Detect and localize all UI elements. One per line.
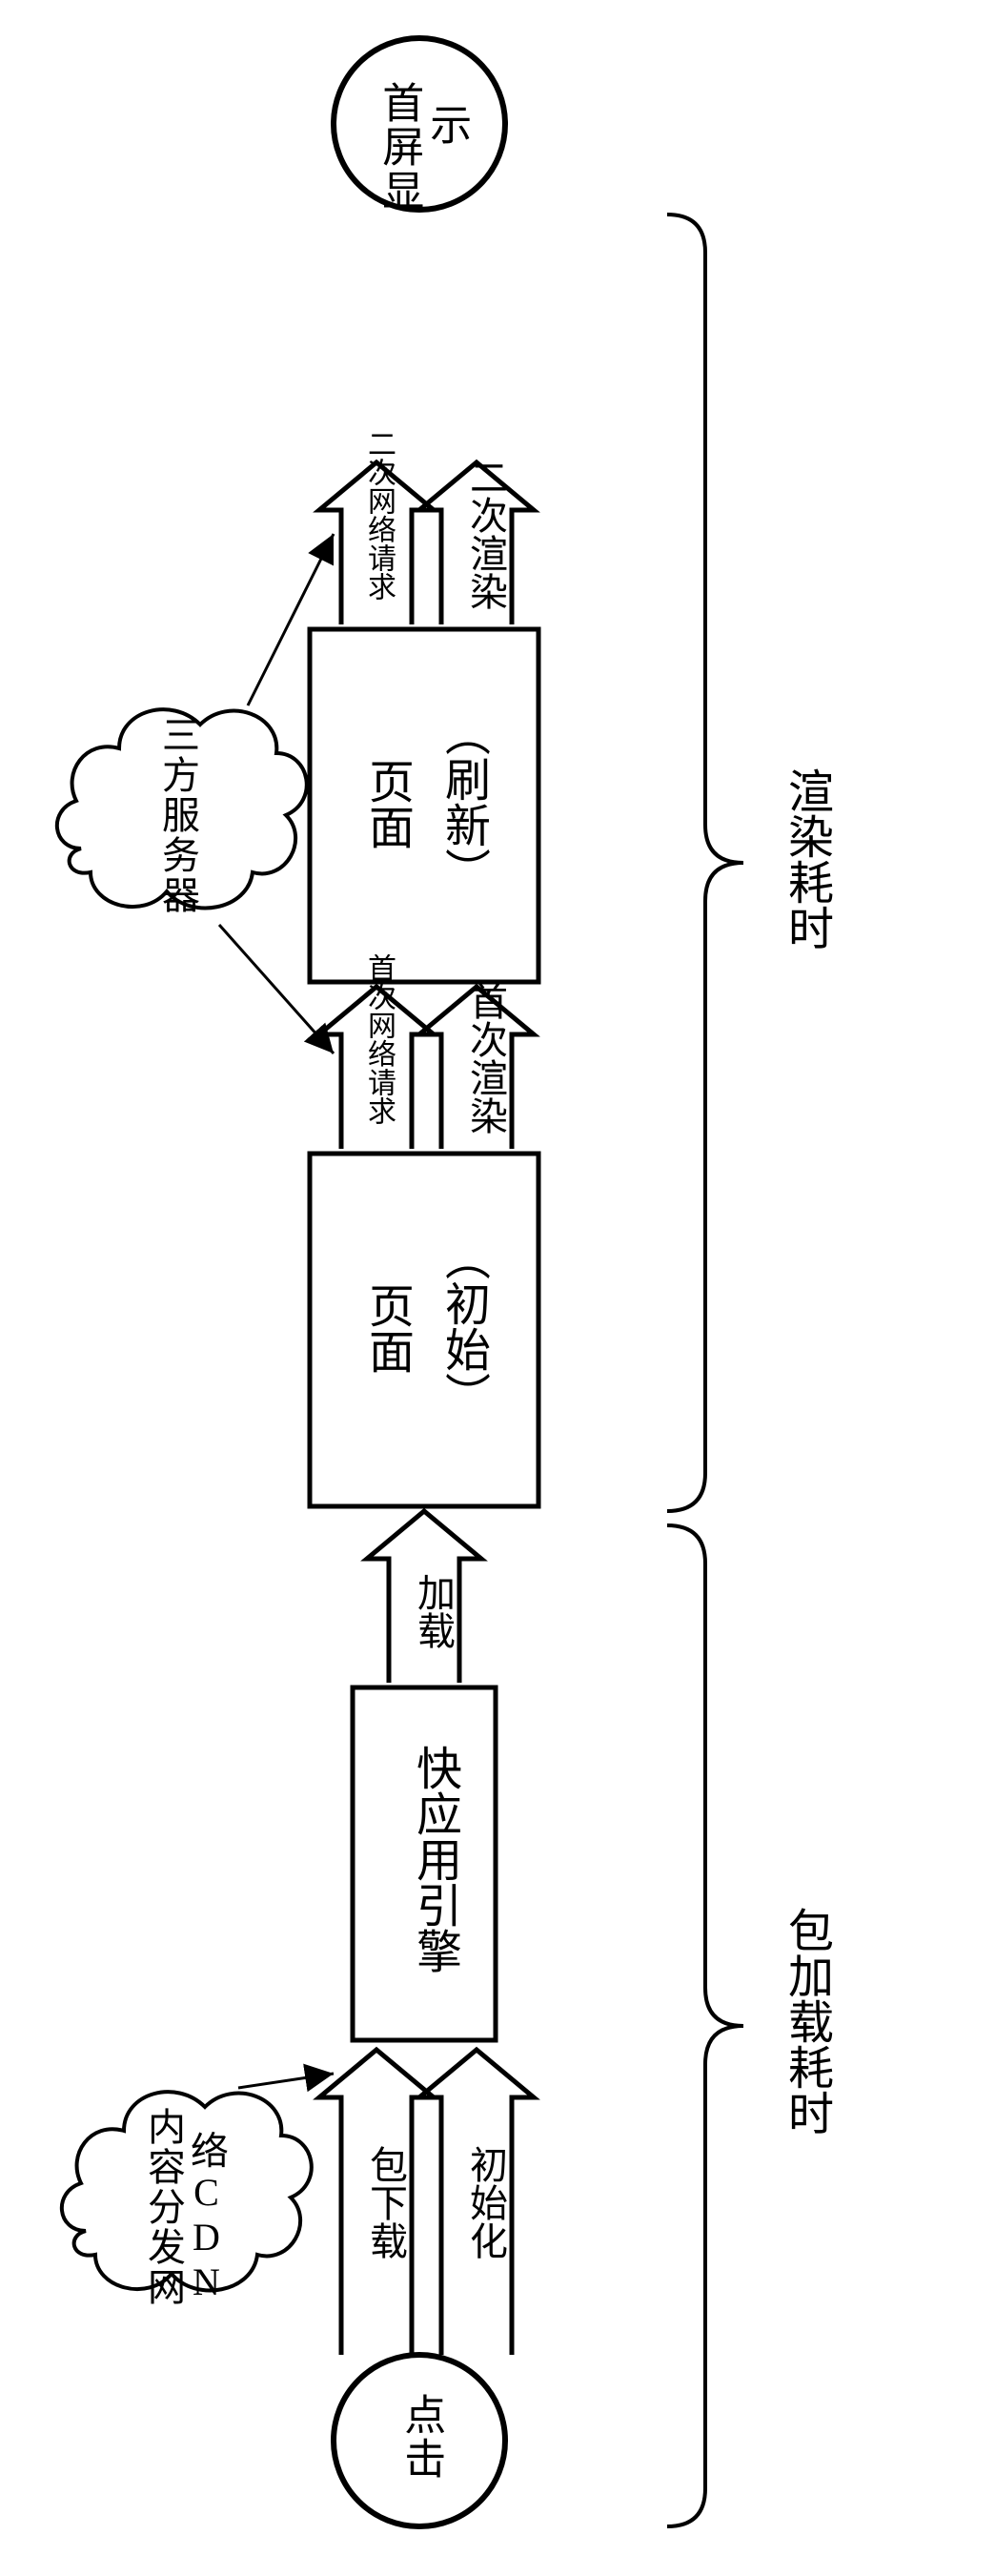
page-init-label-1: 页面 (353, 1282, 419, 1374)
second-req-label: 二次网络请求 (357, 429, 399, 601)
server-label: 三方服务器 (157, 715, 197, 915)
diagram-canvas: 点击 内容分发网 络CDN 快应用引擎 页面 （初始） 页面 （刷新） 三方服务… (0, 0, 995, 2576)
first-render-label: 首次渲染 (457, 982, 513, 1135)
cdn-label-col2: 络CDN (186, 2131, 226, 2305)
page-refresh-box (310, 629, 538, 982)
display-label-1: 首屏显 (376, 81, 420, 213)
render-time-bracket (667, 215, 743, 1511)
page-refresh-label-1: 页面 (353, 758, 419, 849)
render-time-label: 渲染耗时 (772, 767, 839, 951)
second-render-label: 二次渲染 (457, 458, 513, 610)
engine-label: 快应用引擎 (400, 1745, 467, 1973)
cdn-label-col1: 内容分发网 (143, 2107, 183, 2307)
server-to-first-arrow (219, 925, 334, 1053)
first-req-label: 首次网络请求 (357, 953, 399, 1125)
page-refresh-label-2: （刷新） (429, 710, 496, 893)
init-label: 初始化 (457, 2145, 513, 2259)
page-init-box (310, 1154, 538, 1506)
pkg-time-bracket (667, 1525, 743, 2526)
pkg-time-label: 包加载耗时 (772, 1907, 839, 2136)
click-label: 点击 (398, 2393, 442, 2481)
pkg-download-label: 包下载 (357, 2145, 413, 2259)
server-to-second-arrow (248, 534, 334, 705)
load-label: 加载 (405, 1573, 460, 1649)
display-label-2: 示 (424, 103, 468, 147)
cdn-to-pkg-arrow (238, 2074, 334, 2088)
page-init-label-2: （初始） (429, 1235, 496, 1418)
